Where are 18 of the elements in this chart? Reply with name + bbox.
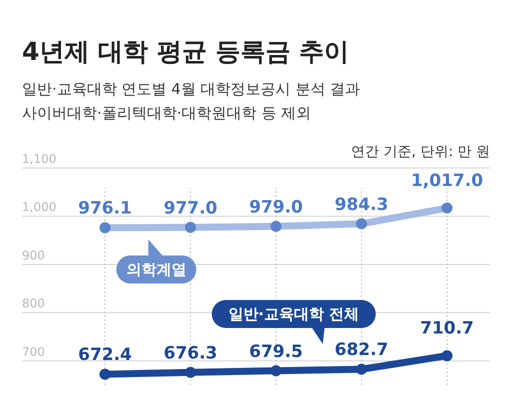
data-label: 679.5: [249, 342, 303, 362]
data-label: 979.0: [249, 197, 304, 218]
data-label: 1,017.0: [410, 171, 484, 192]
chart-subtitle: 일반·교육대학 연도별 4월 대학정보공시 분석 결과 사이버대학·폴리텍대학·대학원대학 등 제외: [22, 80, 360, 122]
chart-title: 4년제 대학 평균 등록금 추이: [22, 37, 350, 66]
y-tick-label: 1,100: [22, 152, 56, 166]
data-label: 710.7: [420, 318, 474, 339]
y-tick-label: 1,000: [22, 200, 56, 214]
y-tick-label: 900: [22, 248, 45, 262]
data-label: 672.4: [78, 345, 132, 366]
legend-label: 의학계열: [126, 260, 186, 278]
text: 연간 기준, 단위: 만 원: [351, 144, 490, 160]
data-label: 984.3: [334, 194, 388, 215]
data-label: 977.0: [164, 198, 218, 218]
y-tick-label: 800: [22, 296, 45, 311]
data-label: 676.3: [164, 343, 218, 364]
data-label: 976.1: [78, 198, 132, 219]
y-tick-label: 700: [22, 344, 45, 359]
